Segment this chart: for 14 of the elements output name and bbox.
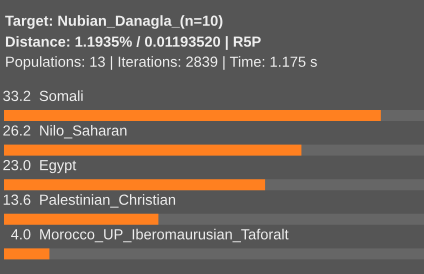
data-label: 26.2	[3, 125, 30, 136]
y-tick-label: Egypt	[40, 160, 76, 174]
chart-title: Target: Nubian_Danagla_(n=10)	[5, 15, 222, 29]
data-label: 33.2	[3, 90, 30, 102]
y-tick-label: Palestinian_Christian	[40, 194, 176, 208]
y-tick-label: Nilo_Saharan	[40, 124, 126, 138]
data-label: 13.6	[4, 194, 30, 205]
y-tick-label: Somali	[40, 90, 83, 102]
text: Populations: 13 | Iterations: 2839 | Time: 1.175 s	[6, 56, 317, 70]
bar	[4, 248, 50, 260]
data-label: 23.0	[3, 160, 30, 170]
data-label: 4.0	[11, 229, 30, 240]
chart-subtitle: Distance: 1.1935% / 0.01193520 | R5P	[6, 36, 261, 50]
y-tick-label: Morocco_UP_Iberomaurusian_Taforalt	[40, 228, 289, 242]
